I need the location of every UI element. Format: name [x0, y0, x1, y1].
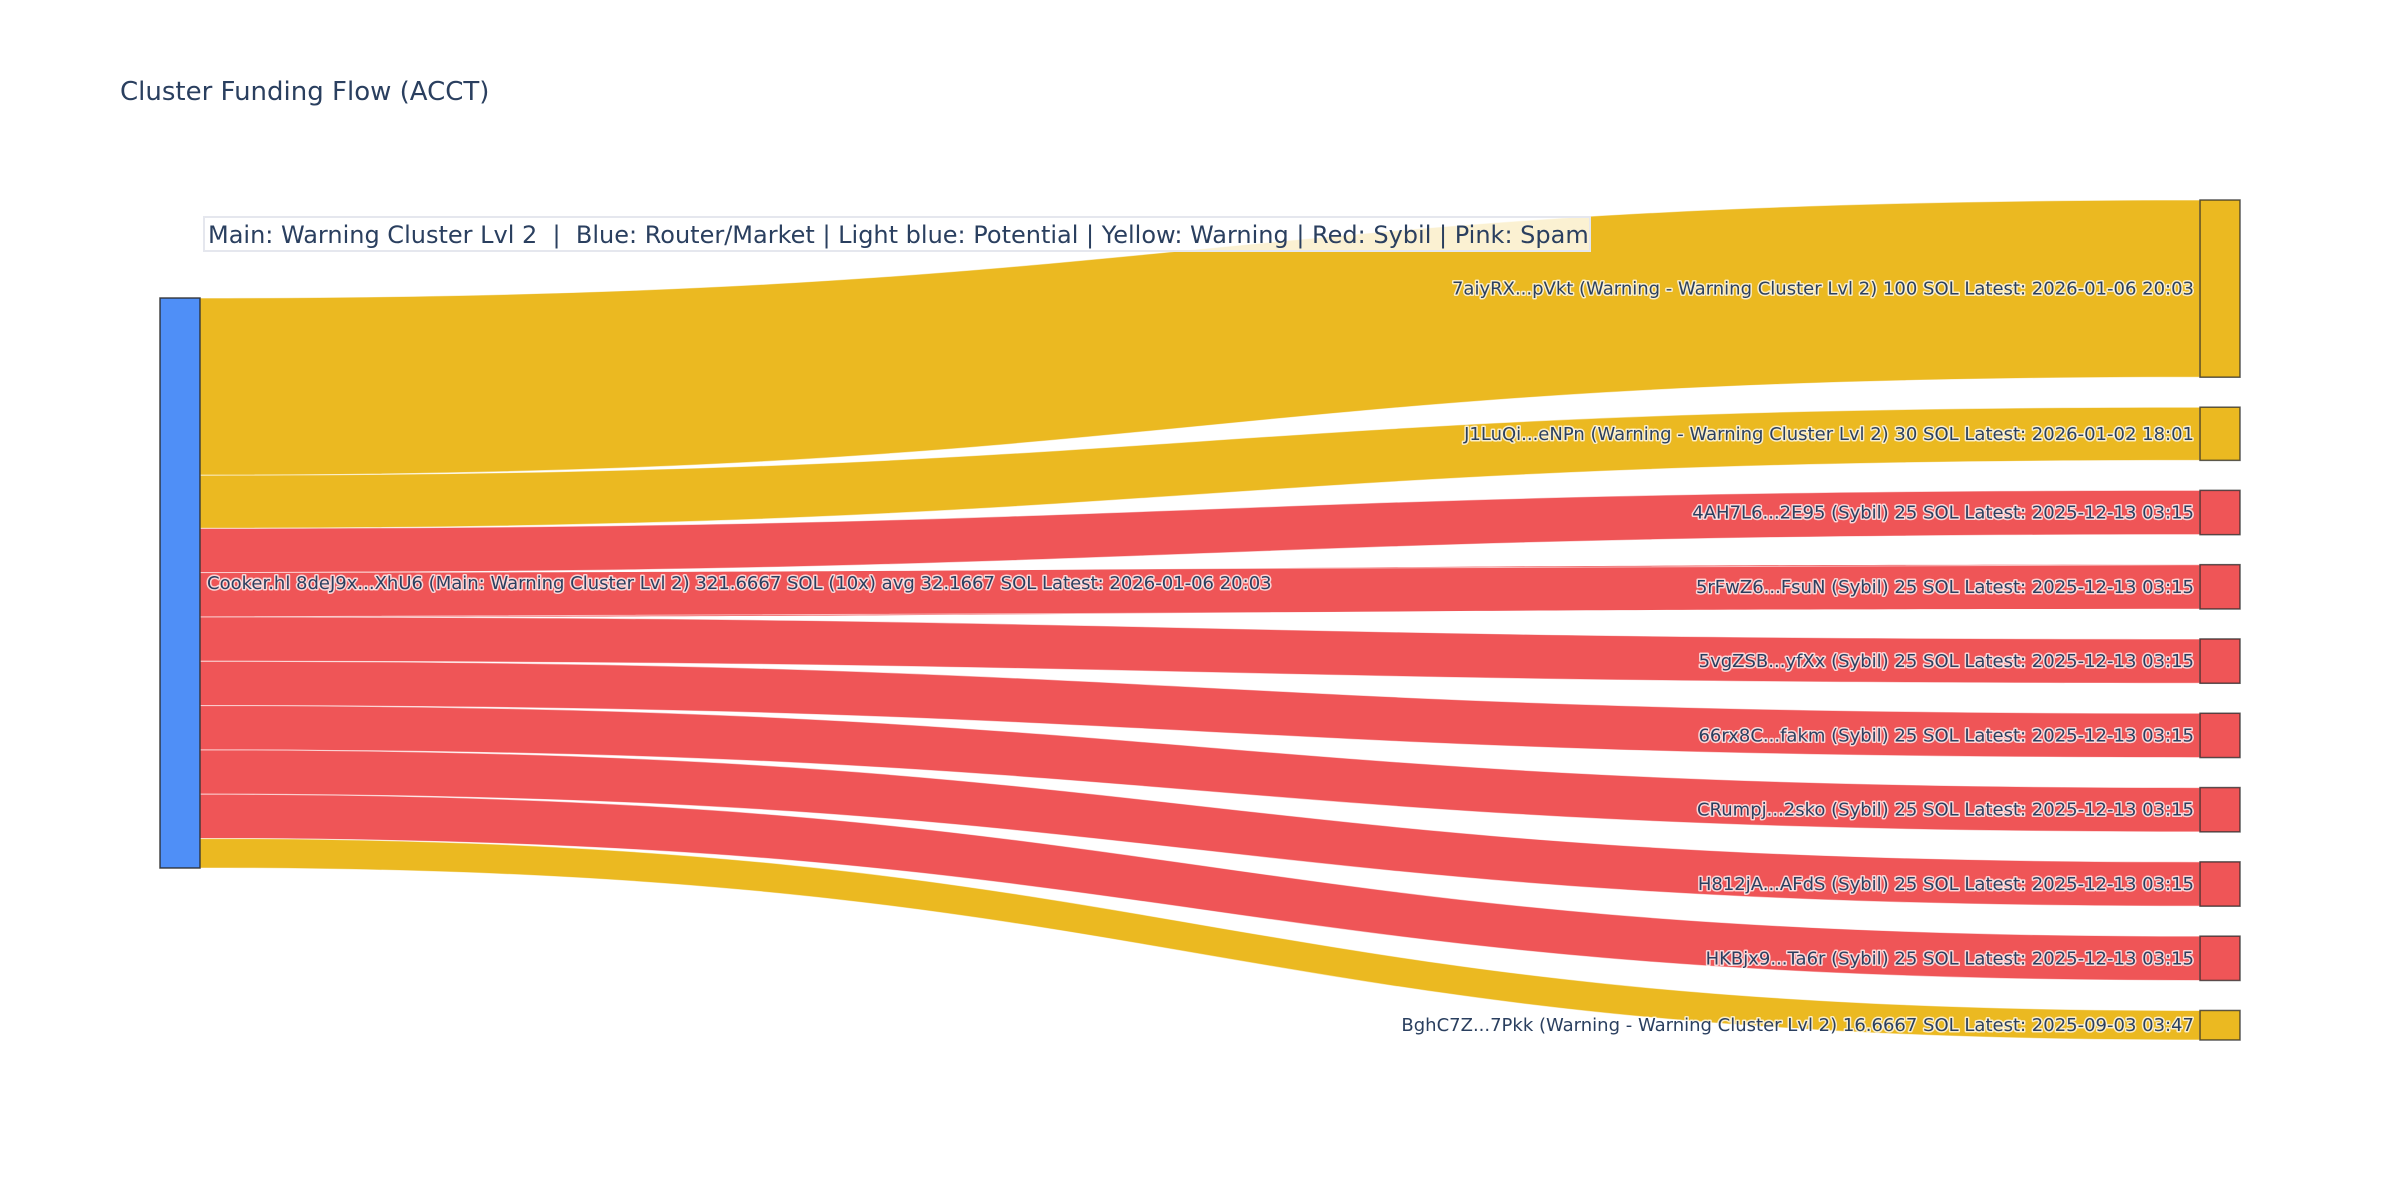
- sankey-source-label: Cooker.hl 8deJ9x...XhU6 (Main: Warning C…: [207, 573, 1272, 594]
- sankey-target-label: H812jA...AFdS (Sybil) 25 SOL Latest: 202…: [1698, 874, 2194, 895]
- sankey-target-label: 7aiyRX...pVkt (Warning - Warning Cluster…: [1452, 279, 2194, 300]
- sankey-target-label: HKBjx9...Ta6r (Sybil) 25 SOL Latest: 202…: [1706, 948, 2194, 969]
- sankey-target-label: BghC7Z...7Pkk (Warning - Warning Cluster…: [1401, 1015, 2194, 1036]
- sankey-target-node[interactable]: [2199, 712, 2241, 759]
- links-layer: [199, 199, 2201, 1041]
- chart-title: Cluster Funding Flow (ACCT): [120, 77, 489, 107]
- sankey-source-node[interactable]: [159, 297, 201, 869]
- sankey-target-node[interactable]: [2199, 786, 2241, 833]
- legend-annotation: Main: Warning Cluster Lvl 2 | Blue: Rout…: [203, 216, 1591, 252]
- legend-annotation-box: [203, 216, 1591, 252]
- sankey-target-label: 5vgZSB...yfXx (Sybil) 25 SOL Latest: 202…: [1699, 651, 2194, 672]
- sankey-target-label: CRumpj...2sko (Sybil) 25 SOL Latest: 202…: [1697, 800, 2194, 821]
- sankey-target-label: 4AH7L6...2E95 (Sybil) 25 SOL Latest: 202…: [1692, 503, 2194, 524]
- sankey-target-node[interactable]: [2199, 861, 2241, 907]
- nodes-layer: [159, 199, 2241, 1041]
- sankey-target-node[interactable]: [2199, 1009, 2241, 1041]
- sankey-target-node[interactable]: [2199, 489, 2241, 536]
- sankey-target-node[interactable]: [2199, 406, 2241, 462]
- sankey-target-label: 5rFwZ6...FsuN (Sybil) 25 SOL Latest: 202…: [1696, 577, 2194, 598]
- sankey-target-label: J1LuQi...eNPn (Warning - Warning Cluster…: [1463, 424, 2194, 445]
- sankey-target-node[interactable]: [2199, 638, 2241, 685]
- labels-layer: 7aiyRX...pVkt (Warning - Warning Cluster…: [206, 277, 2196, 1038]
- sankey-target-node[interactable]: [2199, 199, 2241, 378]
- legend-annotation-text: Main: Warning Cluster Lvl 2 | Blue: Rout…: [208, 221, 1589, 249]
- sankey-target-node[interactable]: [2199, 563, 2241, 610]
- sankey-target-label: 66rx8C...fakm (Sybil) 25 SOL Latest: 202…: [1698, 725, 2194, 746]
- sankey-target-node[interactable]: [2199, 935, 2241, 982]
